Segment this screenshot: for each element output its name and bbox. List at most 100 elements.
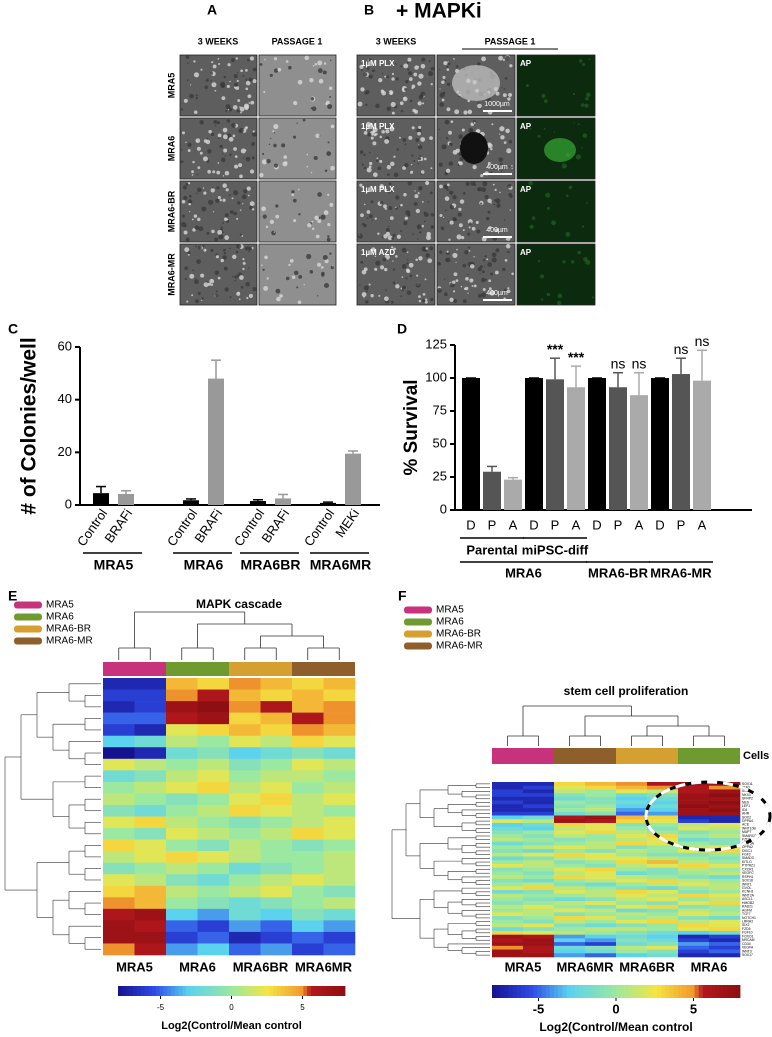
- cell: [392, 268, 396, 271]
- heatmap-cell: [103, 908, 135, 921]
- heatmap-cell: [260, 885, 293, 898]
- cell: [222, 175, 225, 177]
- cell: [425, 253, 430, 258]
- heatmap-cell: [585, 930, 617, 935]
- heatmap-cell: [647, 882, 679, 887]
- cell: [505, 128, 510, 134]
- heatmap-cell: [554, 808, 586, 813]
- cell: [403, 63, 409, 69]
- row-label: NES: [742, 800, 750, 804]
- cell: [429, 136, 433, 140]
- cell: [332, 265, 334, 267]
- row-label: MRA6: [166, 136, 176, 162]
- colorbar-segment: [706, 985, 712, 998]
- heatmap-cell: [229, 885, 261, 898]
- cell: [422, 102, 425, 105]
- cell: [361, 163, 364, 166]
- heatmap-cell: [585, 916, 617, 921]
- cell: [242, 157, 244, 159]
- cell: [401, 276, 404, 278]
- cell: [222, 255, 227, 260]
- heatmap-cell: [492, 808, 524, 813]
- cell: [211, 74, 213, 76]
- cell: [495, 228, 499, 232]
- scale-bar-label: 400µm: [486, 164, 508, 171]
- cell: [181, 199, 186, 204]
- heatmap-cell: [709, 863, 741, 868]
- heatmap-cell: [492, 841, 524, 846]
- cell: [415, 282, 421, 288]
- cell: [224, 155, 227, 157]
- row-label: MAPT: [742, 830, 751, 834]
- cell: [322, 255, 328, 260]
- cell: [556, 300, 562, 306]
- cell: [327, 235, 330, 238]
- cell: [249, 169, 255, 174]
- heatmap-cell: [523, 919, 555, 924]
- cell: [366, 67, 370, 71]
- heatmap-cell: [616, 841, 648, 846]
- cell: [327, 223, 331, 227]
- scale-bar-label: 400µm: [486, 227, 508, 234]
- heatmap-cell: [523, 808, 555, 813]
- cell: [385, 227, 390, 232]
- cell: [481, 56, 486, 62]
- cell: [419, 231, 422, 234]
- cell: [252, 79, 257, 84]
- cell: [388, 206, 393, 210]
- row-label: AGFM: [742, 908, 752, 912]
- cell: [275, 288, 281, 294]
- heatmap-cell: [616, 819, 648, 824]
- cell: [509, 194, 513, 198]
- cell: [235, 85, 240, 90]
- cell: [436, 287, 442, 293]
- heatmap-cell: [616, 901, 648, 906]
- column-header: 3 WEEKS: [376, 36, 417, 46]
- column-group-bar: [492, 748, 554, 764]
- cell: [214, 125, 217, 127]
- heatmap-cell: [709, 878, 741, 883]
- heatmap-cell: [554, 934, 586, 939]
- heatmap-cell: [709, 793, 741, 798]
- row-label: ACE: [742, 823, 750, 827]
- y-axis-title: # of Colonies/well: [18, 337, 41, 514]
- cell: [195, 94, 198, 97]
- heatmap-cell: [492, 830, 524, 835]
- colorbar-segment: [152, 986, 157, 996]
- column-group-bar: [554, 748, 616, 764]
- row-label: SIX2: [742, 923, 749, 927]
- cell: [455, 261, 457, 263]
- bar: [345, 453, 361, 505]
- heatmap-cell: [260, 920, 293, 933]
- cell: [412, 233, 414, 236]
- cell: [411, 84, 416, 89]
- cell: [202, 187, 205, 189]
- cell: [406, 259, 409, 261]
- heatmap-cell: [260, 804, 293, 817]
- heatmap-cell: [616, 856, 648, 861]
- heatmap-cell: [197, 701, 230, 713]
- heatmap-cell: [616, 919, 648, 924]
- heatmap-cell: [678, 826, 710, 831]
- cell: [192, 228, 196, 232]
- heatmap-cell: [678, 934, 710, 939]
- cell: [242, 75, 245, 77]
- heatmap-cell: [197, 678, 230, 690]
- cell: [506, 289, 511, 294]
- heatmap-cell: [616, 789, 648, 794]
- cell: [320, 266, 324, 269]
- heatmap-cell: [585, 904, 617, 909]
- colorbar-segment: [682, 985, 687, 998]
- cell: [183, 98, 188, 103]
- cell: [363, 166, 367, 170]
- cell: [490, 164, 494, 168]
- cell: [418, 256, 423, 261]
- heatmap-cell: [492, 834, 524, 839]
- cell: [329, 59, 332, 61]
- heatmap-cell: [585, 856, 617, 861]
- colorbar-segment: [231, 986, 236, 996]
- highlight-ellipse: [644, 780, 772, 852]
- cell: [507, 287, 510, 290]
- heatmap-cell: [197, 885, 230, 898]
- cell: [447, 220, 450, 223]
